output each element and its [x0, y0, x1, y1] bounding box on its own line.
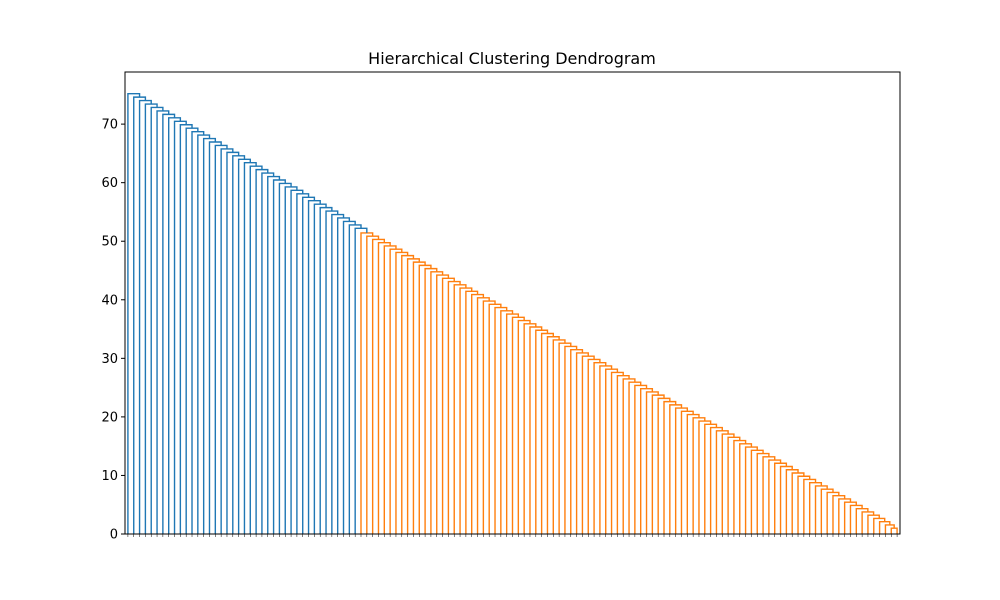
dendrogram-link	[861, 511, 875, 534]
dendrogram-link	[546, 336, 560, 534]
dendrogram-link	[500, 310, 514, 534]
dendrogram-link	[226, 151, 240, 534]
dendrogram-link	[628, 381, 642, 534]
dendrogram-link	[459, 287, 473, 534]
dendrogram-link	[465, 290, 479, 534]
dendrogram-link	[785, 469, 799, 534]
dendrogram-link	[202, 137, 217, 534]
dendrogram-link	[855, 507, 869, 534]
dendrogram-link	[774, 462, 788, 534]
dendrogram-links	[127, 92, 898, 534]
dendrogram-link	[540, 332, 554, 534]
dendrogram-link	[505, 313, 520, 534]
dendrogram-link	[179, 124, 193, 534]
y-axis: 0 10 20 30 40 50 60 70	[101, 118, 125, 543]
dendrogram-link	[430, 271, 444, 534]
dendrogram-link	[278, 182, 292, 534]
y-tick-label: 50	[101, 235, 118, 250]
y-tick-label: 30	[101, 352, 118, 367]
dendrogram-link	[185, 127, 199, 534]
dendrogram-link	[383, 245, 397, 534]
dendrogram-link	[587, 358, 601, 534]
dendrogram-link	[418, 264, 432, 534]
dendrogram-link	[867, 514, 880, 534]
dendrogram-link	[395, 251, 409, 534]
dendrogram-link	[552, 339, 566, 534]
dendrogram-link	[249, 165, 263, 534]
dendrogram-link	[208, 141, 222, 534]
dendrogram-link	[348, 224, 362, 534]
dendrogram-link	[750, 449, 764, 534]
dendrogram-link	[511, 316, 525, 534]
dendrogram-link	[739, 443, 753, 534]
dendrogram-link	[133, 96, 147, 534]
dendrogram-link	[389, 248, 403, 534]
dendrogram-link	[733, 439, 747, 534]
dendrogram-link	[127, 92, 141, 534]
dendrogram-link	[616, 374, 630, 534]
dendrogram-link	[814, 485, 828, 534]
dendrogram-link	[826, 491, 840, 534]
dendrogram-link	[657, 397, 671, 534]
dendrogram-link	[669, 404, 683, 534]
dendrogram-link	[884, 524, 895, 534]
dendrogram-link	[744, 446, 758, 534]
dendrogram-link	[593, 361, 607, 534]
y-tick-label: 60	[101, 176, 118, 191]
y-tick-label: 10	[101, 469, 118, 484]
dendrogram-link	[436, 274, 450, 534]
dendrogram-link	[232, 155, 246, 534]
dendrogram-link	[296, 193, 310, 534]
y-tick-label: 40	[101, 293, 118, 308]
y-tick-label: 0	[110, 528, 118, 543]
dendrogram-link	[698, 420, 712, 534]
dendrogram-link	[820, 488, 834, 534]
dendrogram-link	[342, 220, 356, 534]
dendrogram-link	[704, 423, 718, 534]
dendrogram-link	[581, 355, 595, 534]
dendrogram-link	[138, 99, 152, 534]
dendrogram-link	[272, 179, 286, 534]
dendrogram-link	[471, 293, 485, 534]
chart-title: Hierarchical Clustering Dendrogram	[368, 49, 656, 68]
dendrogram-link	[878, 520, 891, 534]
dendrogram-link	[779, 465, 793, 534]
dendrogram-link	[622, 378, 636, 534]
dendrogram-link	[890, 527, 898, 534]
dendrogram-link	[302, 196, 316, 534]
dendrogram-link	[156, 110, 170, 534]
dendrogram-link	[709, 426, 723, 534]
dendrogram-link	[424, 267, 438, 534]
plot-frame	[124, 71, 901, 535]
dendrogram-link	[663, 400, 677, 534]
y-tick-label: 70	[101, 118, 118, 133]
dendrogram-link	[319, 206, 333, 534]
dendrogram-link	[575, 352, 589, 534]
dendrogram-link	[255, 168, 269, 534]
dendrogram-link	[162, 113, 176, 534]
dendrogram-link	[377, 241, 391, 534]
dendrogram-link	[325, 210, 339, 534]
y-tick-label: 20	[101, 410, 118, 425]
